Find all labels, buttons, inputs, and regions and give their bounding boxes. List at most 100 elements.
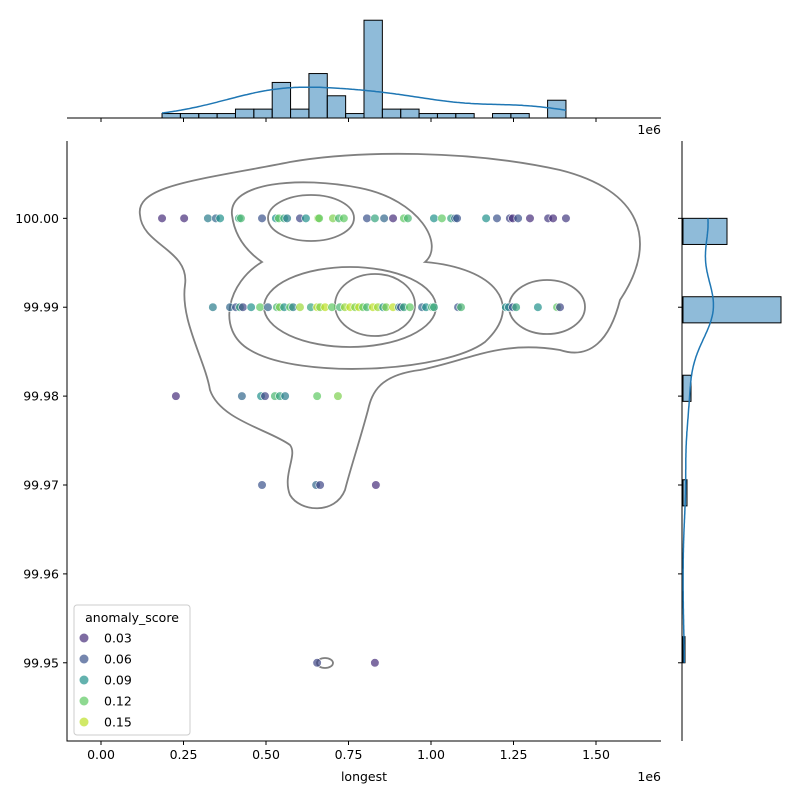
point xyxy=(452,213,462,223)
point xyxy=(437,213,447,223)
hist-bar xyxy=(161,113,181,119)
point xyxy=(371,480,381,490)
legend-marker xyxy=(79,696,89,706)
hist-bar xyxy=(179,113,200,119)
y-tick-label: 100.00 xyxy=(15,211,59,226)
points xyxy=(157,213,571,668)
y-tick-label: 99.97 xyxy=(23,478,59,493)
offset-label: 1e6 xyxy=(637,122,661,137)
point xyxy=(312,658,322,668)
hist-bar xyxy=(418,113,438,119)
point xyxy=(533,302,543,312)
kde-contours xyxy=(139,152,641,669)
hist-bar xyxy=(381,108,402,119)
point xyxy=(429,302,439,312)
point xyxy=(179,213,189,223)
hist-bar xyxy=(492,113,512,119)
hist-bar xyxy=(198,113,218,119)
contour xyxy=(267,194,355,242)
hist-bar xyxy=(216,113,236,119)
x-axis-label: longest xyxy=(341,769,387,784)
contour xyxy=(139,152,641,510)
hist-bar xyxy=(455,113,475,119)
point xyxy=(370,658,380,668)
legend-marker xyxy=(79,633,89,643)
point xyxy=(548,213,558,223)
x-tick-label: 0.50 xyxy=(252,747,280,762)
offset-label: 1e6 xyxy=(637,769,661,784)
point xyxy=(379,213,389,223)
hist-bar xyxy=(363,19,383,119)
x-tick-label: 1.25 xyxy=(500,747,528,762)
point xyxy=(429,213,439,223)
contour xyxy=(228,181,504,370)
hist-bar xyxy=(510,113,530,119)
legend-label: 0.06 xyxy=(104,652,132,667)
legend-label: 0.12 xyxy=(104,694,132,709)
point xyxy=(215,213,225,223)
point xyxy=(263,302,273,312)
point xyxy=(314,213,324,223)
hist-bar xyxy=(682,296,782,324)
point xyxy=(282,213,292,223)
x-tick-label: 0.25 xyxy=(170,747,198,762)
legend-marker xyxy=(79,675,89,685)
point xyxy=(327,302,337,312)
x-tick-label: 1.00 xyxy=(417,747,445,762)
point xyxy=(492,213,502,223)
legend-title: anomaly_score xyxy=(85,610,179,625)
axis-spine xyxy=(66,141,661,742)
point xyxy=(301,213,311,223)
kde-line xyxy=(682,218,715,663)
x-tick-label: 0.75 xyxy=(335,747,363,762)
y-tick-label: 99.95 xyxy=(23,655,59,670)
hist-bar xyxy=(682,217,728,245)
point xyxy=(171,391,181,401)
point xyxy=(280,391,290,401)
point xyxy=(370,213,380,223)
point xyxy=(238,302,248,312)
y-tick-label: 99.99 xyxy=(23,300,59,315)
point xyxy=(257,480,267,490)
hist-bar xyxy=(234,108,255,119)
point xyxy=(257,213,267,223)
hist-bar xyxy=(253,108,273,119)
legend-marker xyxy=(79,654,89,664)
point xyxy=(315,480,325,490)
point xyxy=(237,391,247,401)
legend-label: 0.15 xyxy=(104,715,132,730)
point xyxy=(481,213,491,223)
legend-label: 0.03 xyxy=(104,631,132,646)
point xyxy=(388,213,398,223)
x-tick-label: 1.50 xyxy=(582,747,610,762)
point xyxy=(339,213,349,223)
hist-bar xyxy=(345,113,365,119)
hist-bar xyxy=(436,113,457,119)
point xyxy=(208,302,218,312)
point xyxy=(255,302,265,312)
point xyxy=(561,213,571,223)
point xyxy=(246,302,256,312)
point xyxy=(236,213,246,223)
point xyxy=(555,302,565,312)
hist-bar xyxy=(308,73,328,119)
point xyxy=(312,391,322,401)
hist-bar xyxy=(290,108,310,119)
point xyxy=(403,213,413,223)
point xyxy=(157,213,167,223)
point xyxy=(362,213,372,223)
point xyxy=(203,213,213,223)
point xyxy=(295,302,305,312)
point xyxy=(511,302,521,312)
histogram xyxy=(161,19,567,119)
point xyxy=(405,302,415,312)
point xyxy=(260,391,270,401)
point xyxy=(525,213,535,223)
legend-label: 0.09 xyxy=(104,673,132,688)
kde-line xyxy=(161,86,567,114)
legend-marker xyxy=(79,717,89,727)
legend-box xyxy=(73,604,191,736)
y-tick-label: 99.96 xyxy=(23,566,59,581)
point xyxy=(333,391,343,401)
